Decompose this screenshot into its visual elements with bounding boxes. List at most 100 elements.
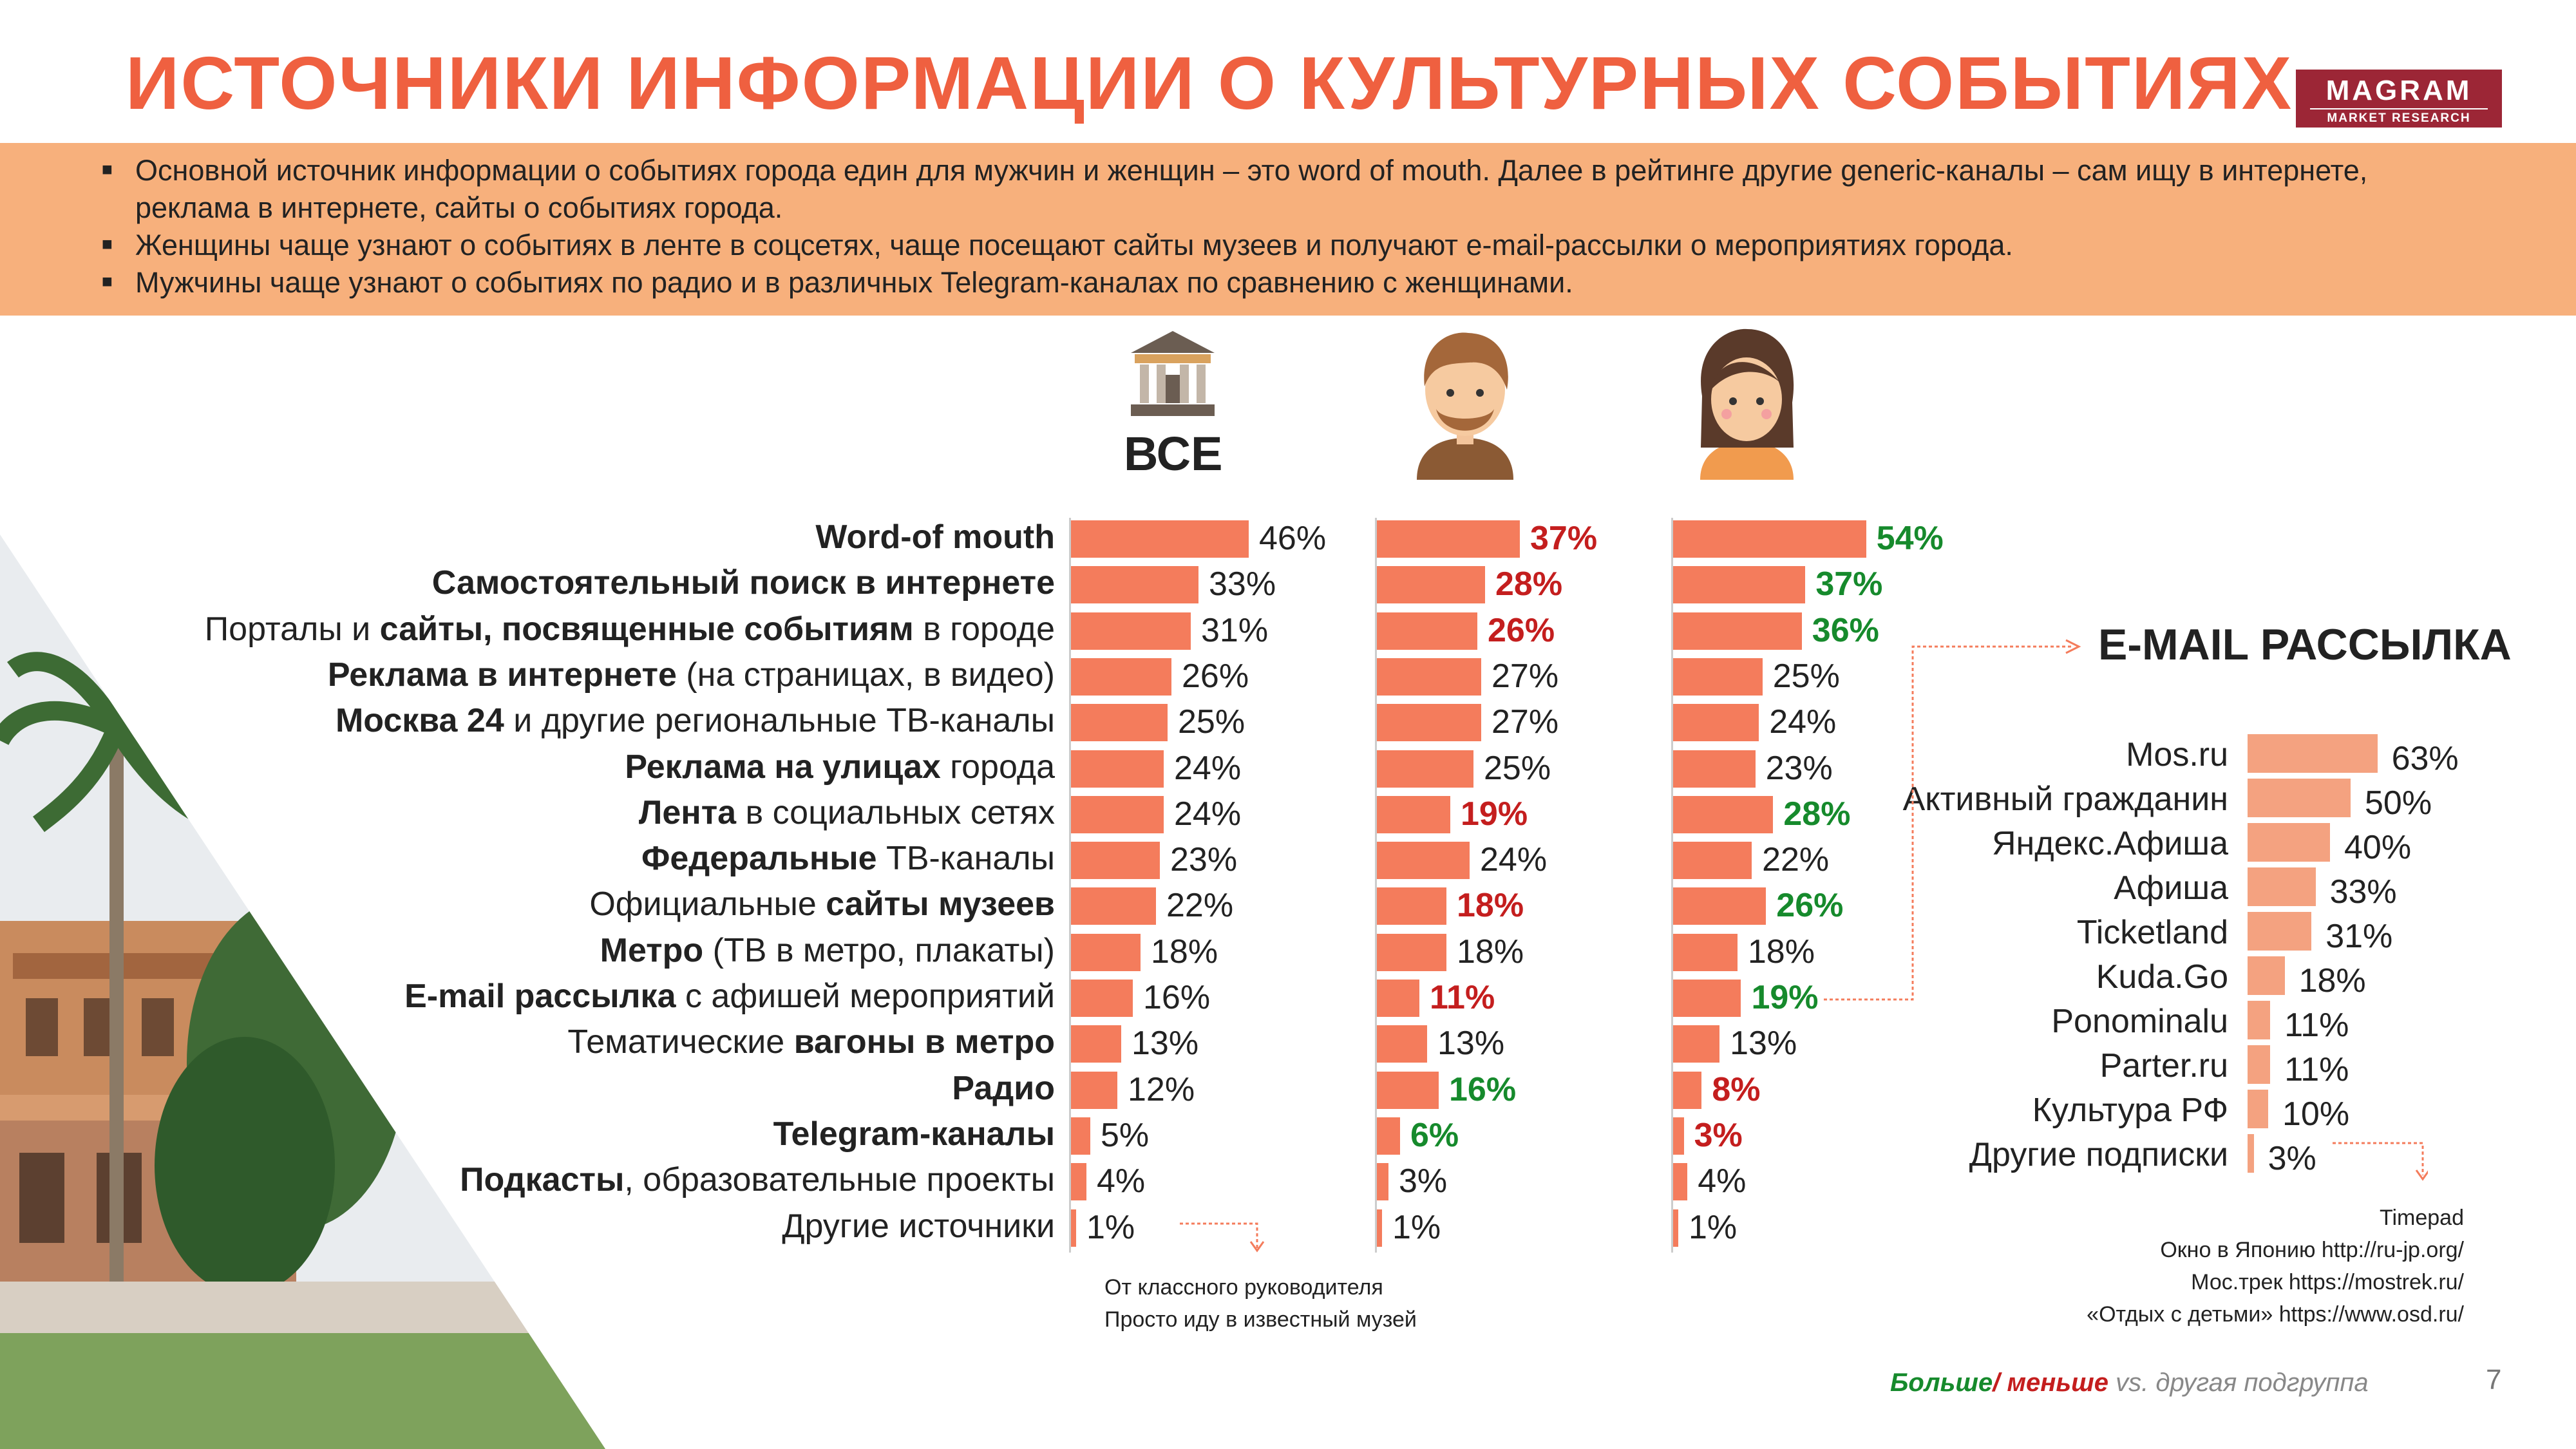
axis-line (1671, 518, 1673, 1253)
value-label: 18% (1747, 933, 1815, 971)
bar-men (1377, 520, 1520, 558)
legend-rest: vs. другая подгруппа (2108, 1368, 2369, 1397)
bar-men (1377, 704, 1481, 742)
value-label: 16% (1449, 1070, 1517, 1108)
bar-women (1673, 658, 1763, 696)
bar-all (1071, 887, 1156, 925)
email-bar (2248, 1090, 2268, 1128)
value-label: 1% (1086, 1208, 1135, 1246)
value-label: 13% (1437, 1025, 1505, 1063)
bar-men (1377, 1071, 1439, 1109)
value-label: 28% (1495, 565, 1563, 603)
value-label: 54% (1876, 520, 1944, 557)
bar-women (1673, 1209, 1678, 1247)
bar-all (1071, 520, 1249, 558)
bar-men (1377, 750, 1473, 788)
value-label: 24% (1174, 749, 1242, 787)
value-label: 4% (1097, 1162, 1146, 1200)
woman-icon (1700, 328, 1794, 480)
category-label: Telegram-каналы (773, 1115, 1055, 1153)
value-label: 6% (1410, 1116, 1459, 1154)
category-label: Подкасты, образовательные проекты (460, 1161, 1055, 1199)
value-label: 37% (1530, 520, 1598, 557)
email-chart-title: E-MAIL РАССЫЛКА (2098, 620, 2512, 669)
bar-men (1377, 658, 1481, 696)
bar-all (1071, 750, 1164, 788)
email-category-label: Активный гражданин (1902, 781, 2228, 818)
bar-all (1071, 795, 1164, 833)
bar-women (1673, 887, 1766, 925)
logo-sub: MARKET RESEARCH (2310, 108, 2488, 126)
man-icon (1417, 332, 1513, 480)
museum-icon (1131, 331, 1215, 416)
email-category-label: Mos.ru (2126, 736, 2228, 773)
value-label: 25% (1772, 657, 1840, 695)
email-bar (2248, 1045, 2271, 1084)
email-value-label: 11% (2284, 1007, 2349, 1044)
value-label: 13% (1132, 1025, 1199, 1063)
bar-women (1673, 750, 1756, 788)
bar-men (1377, 1117, 1400, 1155)
bar-women (1673, 795, 1774, 833)
value-label: 25% (1178, 703, 1245, 741)
value-label: 5% (1101, 1116, 1150, 1154)
email-bar (2248, 823, 2330, 862)
value-label: 18% (1457, 887, 1524, 925)
bar-all (1071, 1117, 1090, 1155)
email-category-label: Kuda.Go (2096, 958, 2228, 996)
email-category-label: Parter.ru (2099, 1047, 2228, 1084)
other-sources-note: От классного руководителя (1104, 1275, 1383, 1300)
value-label: 12% (1128, 1070, 1195, 1108)
value-label: 26% (1488, 611, 1555, 649)
category-label: E-mail рассылка с афишей мероприятий (404, 978, 1055, 1015)
bar-all (1071, 1025, 1121, 1063)
value-label: 19% (1751, 979, 1819, 1016)
category-label: Радио (952, 1069, 1055, 1107)
bar-women (1673, 980, 1741, 1017)
email-value-label: 40% (2344, 829, 2412, 866)
column-all-label: ВСЕ (1124, 427, 1223, 480)
value-label: 1% (1392, 1208, 1441, 1246)
legend-sep: / (1993, 1368, 2007, 1397)
email-category-label: Ponominalu (2051, 1003, 2228, 1040)
other-subs-note: Мос.трек https://mostrek.ru/ (2191, 1270, 2464, 1294)
value-label: 11% (1430, 979, 1495, 1016)
email-category-label: Яндекс.Афиша (1991, 825, 2228, 862)
category-label: Москва 24 и другие региональные ТВ-канал… (335, 702, 1055, 740)
summary-panel: Основной источник информации о событиях … (0, 143, 2576, 316)
value-label: 31% (1201, 611, 1269, 649)
value-label: 22% (1762, 841, 1830, 879)
other-sources-arrow (1180, 1222, 1265, 1253)
value-label: 27% (1492, 657, 1559, 695)
value-label: 18% (1457, 933, 1524, 971)
magram-logo: MAGRAM MARKET RESEARCH (2296, 70, 2502, 128)
email-bar (2248, 779, 2351, 817)
value-label: 8% (1712, 1070, 1761, 1108)
category-label: Порталы и сайты, посвященные событиям в … (204, 610, 1055, 648)
bar-men (1377, 887, 1446, 925)
page-number: 7 (2486, 1364, 2502, 1396)
bar-all (1071, 704, 1168, 742)
value-label: 1% (1689, 1208, 1738, 1246)
bar-women (1673, 1071, 1702, 1109)
bar-women (1673, 520, 1866, 558)
bar-women (1673, 933, 1738, 971)
axis-line (1375, 518, 1377, 1253)
value-label: 46% (1259, 520, 1327, 557)
bar-women (1673, 1025, 1720, 1063)
bar-all (1071, 1209, 1076, 1247)
value-label: 25% (1484, 749, 1551, 787)
category-label: Реклама на улицах города (625, 748, 1055, 786)
value-label: 36% (1812, 611, 1879, 649)
email-value-label: 31% (2325, 918, 2393, 955)
legend-less: меньше (2007, 1368, 2108, 1397)
summary-item: Мужчины чаще узнают о событиях по радио … (102, 263, 2479, 301)
category-label: Лента в социальных сетях (638, 793, 1055, 831)
bar-men (1377, 795, 1450, 833)
bar-all (1071, 1163, 1086, 1201)
bar-women (1673, 704, 1759, 742)
value-label: 3% (1399, 1162, 1448, 1200)
category-label: Официальные сайты музеев (589, 886, 1055, 923)
email-bar (2248, 867, 2316, 906)
value-label: 4% (1698, 1162, 1747, 1200)
